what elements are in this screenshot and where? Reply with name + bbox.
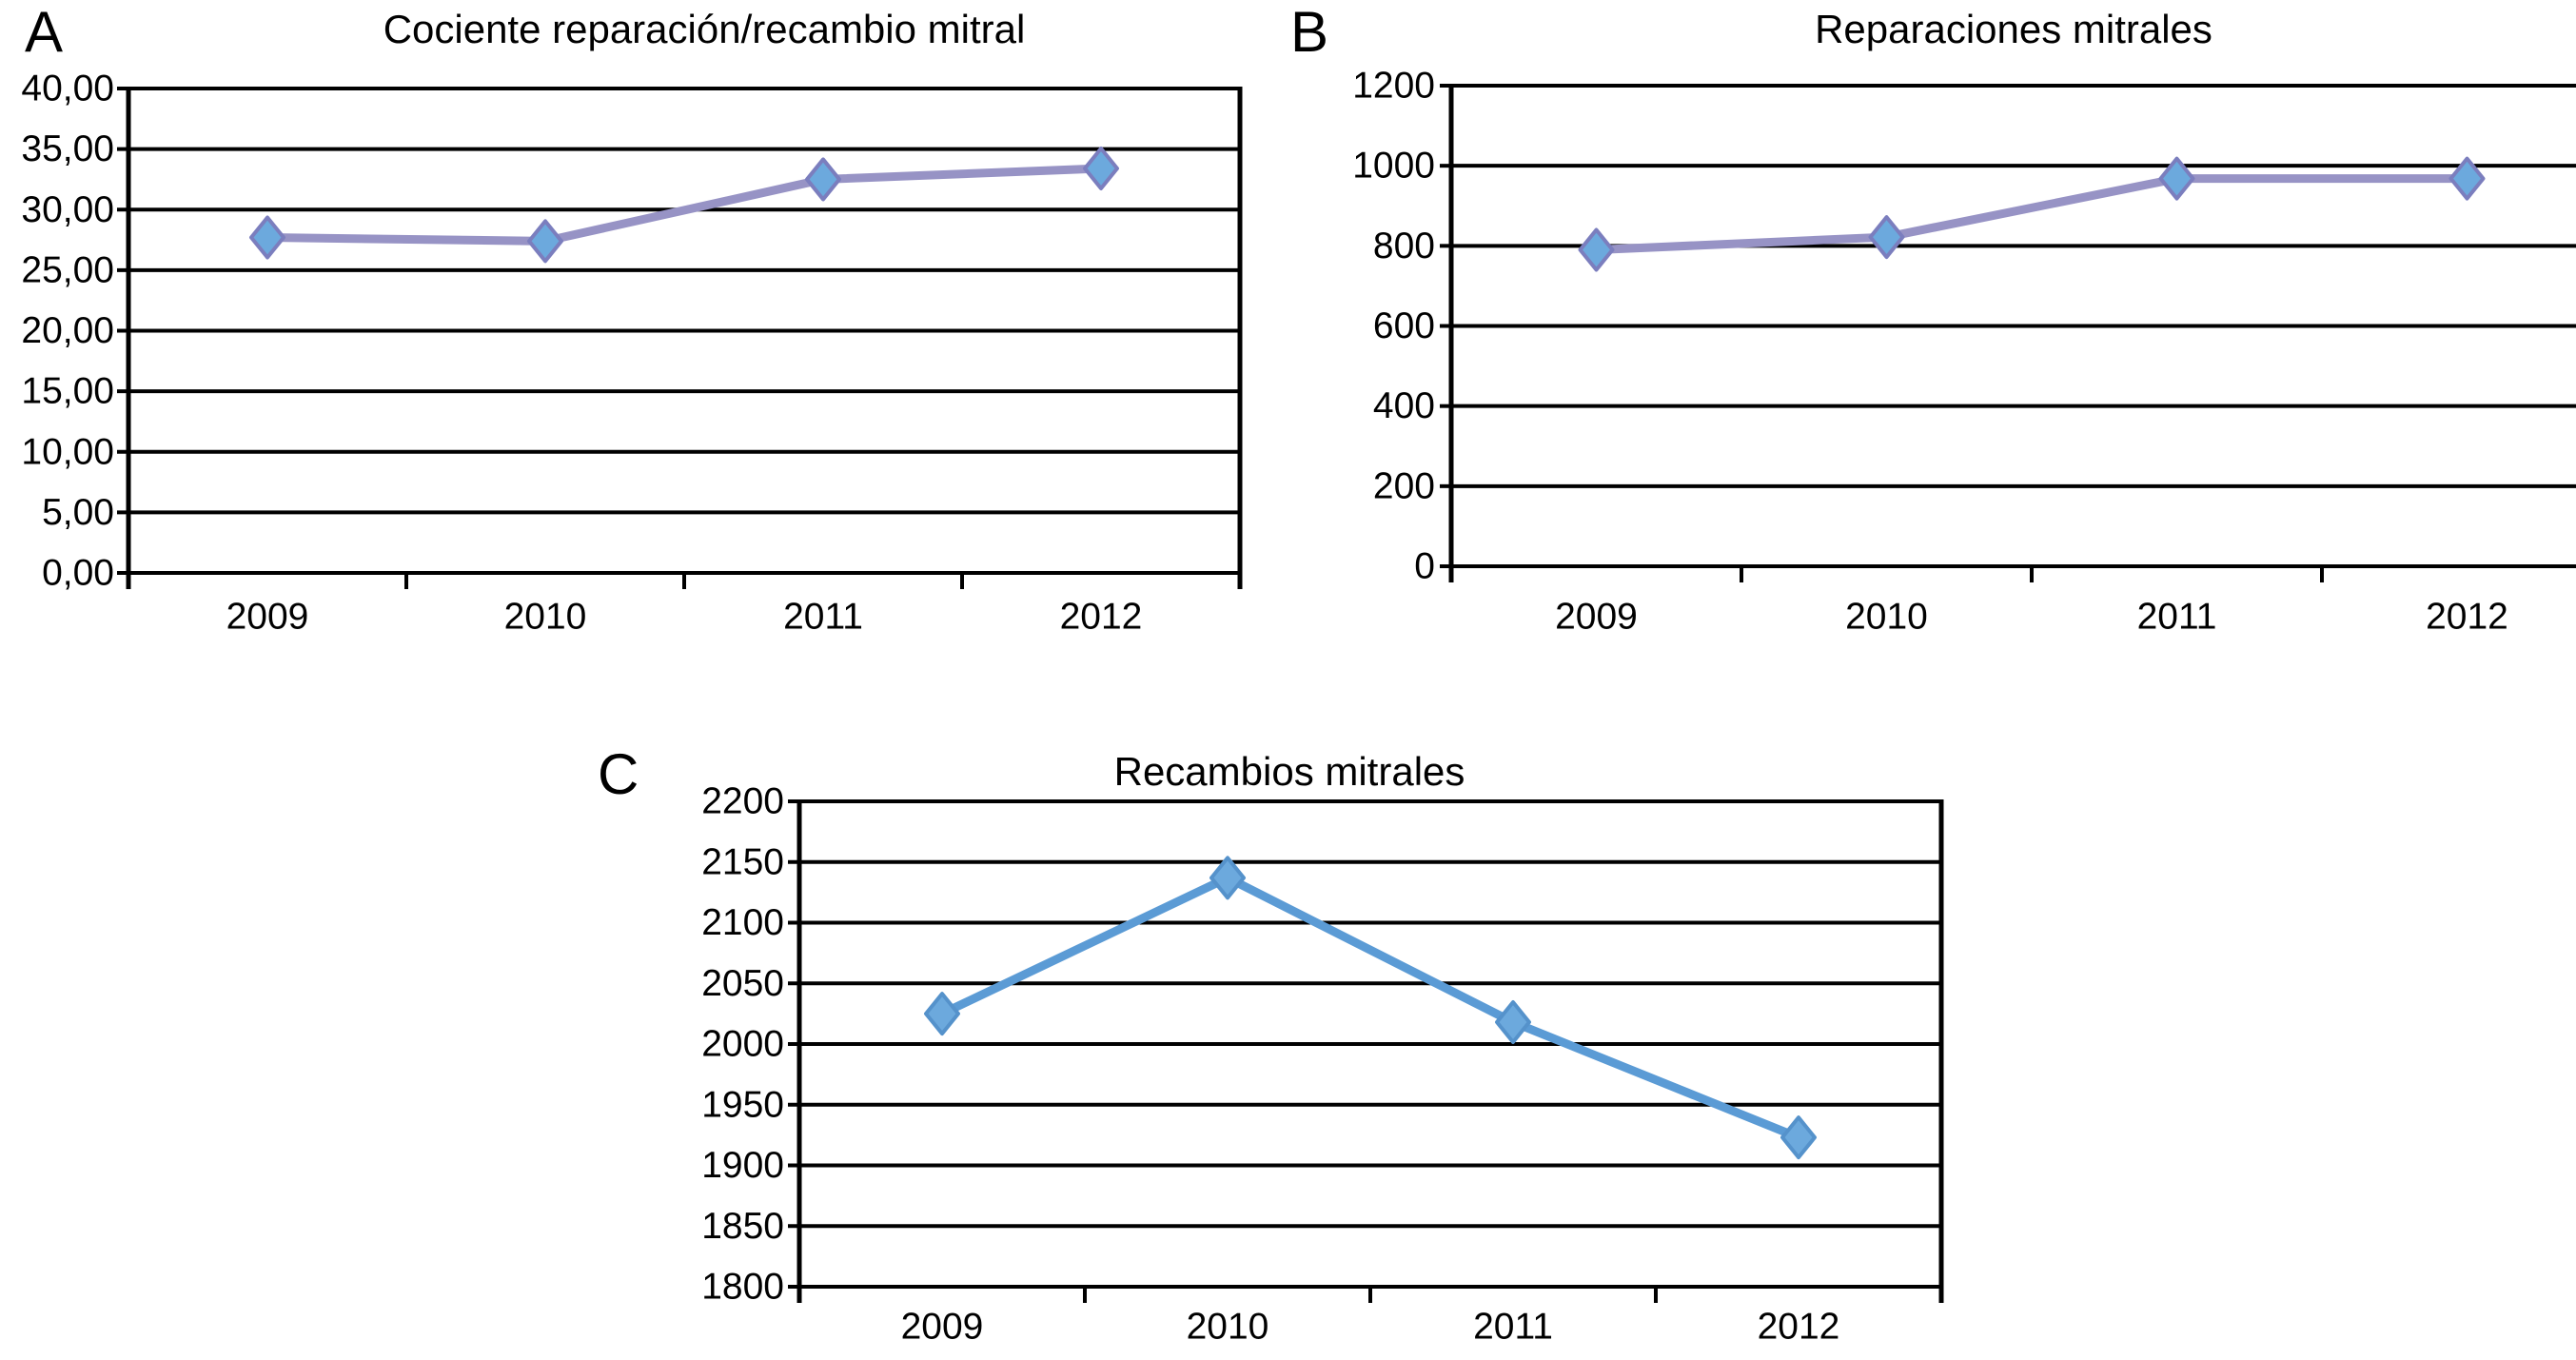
panel-letter-c: C — [598, 742, 639, 806]
panel-letter-a: A — [25, 0, 64, 64]
data-point-marker — [1083, 146, 1119, 190]
y-tick-label: 2200 — [701, 781, 784, 822]
data-point-marker — [249, 215, 285, 260]
y-tick-label: 0 — [1414, 546, 1435, 587]
y-tick-label: 15,00 — [21, 371, 114, 412]
y-tick-label: 2000 — [701, 1024, 784, 1065]
y-tick-label: 1200 — [1352, 66, 1435, 107]
y-tick-label: 800 — [1373, 226, 1435, 266]
data-point-marker — [2448, 156, 2486, 201]
data-point-marker — [1209, 856, 1246, 900]
x-tick-label: 2009 — [226, 597, 309, 638]
x-tick-label: 2011 — [783, 597, 863, 638]
chart-title-b: Reparaciones mitrales — [1815, 7, 2212, 51]
y-tick-label: 400 — [1373, 385, 1435, 426]
x-tick-label: 2010 — [1187, 1307, 1269, 1348]
data-series-line — [263, 164, 1106, 246]
y-tick-label: 200 — [1373, 465, 1435, 506]
y-tick-label: 5,00 — [42, 492, 114, 533]
y-tick-label: 1950 — [701, 1084, 784, 1125]
data-point-marker — [924, 992, 960, 1036]
x-tick-label: 2010 — [504, 597, 587, 638]
data-point-marker — [1495, 1000, 1531, 1045]
data-point-marker — [1578, 227, 1615, 272]
y-tick-label: 1900 — [701, 1145, 784, 1186]
y-tick-label: 2150 — [701, 841, 784, 882]
data-series-line — [937, 873, 1803, 1142]
x-tick-label: 2009 — [1555, 597, 1638, 638]
x-tick-label: 2011 — [1473, 1307, 1553, 1348]
chart-title-c: Recambios mitrales — [1113, 749, 1465, 794]
chart-title-a: Cociente reparación/recambio mitral — [383, 7, 1026, 51]
y-tick-label: 2050 — [701, 963, 784, 1004]
y-tick-label: 40,00 — [21, 69, 114, 109]
y-tick-label: 35,00 — [21, 128, 114, 169]
x-tick-label: 2012 — [2426, 597, 2508, 638]
y-tick-label: 20,00 — [21, 310, 114, 351]
data-point-marker — [2158, 156, 2195, 201]
x-tick-label: 2012 — [1060, 597, 1143, 638]
y-tick-label: 0,00 — [42, 553, 114, 594]
y-tick-label: 1000 — [1352, 146, 1435, 187]
data-point-marker — [805, 157, 841, 202]
y-tick-label: 25,00 — [21, 249, 114, 290]
data-point-marker — [1780, 1115, 1817, 1160]
x-tick-label: 2012 — [1758, 1307, 1840, 1348]
y-tick-label: 1850 — [701, 1206, 784, 1247]
y-tick-label: 600 — [1373, 306, 1435, 346]
data-series-line — [1592, 174, 2471, 255]
data-point-marker — [527, 219, 563, 264]
x-tick-label: 2010 — [1845, 597, 1928, 638]
y-tick-label: 10,00 — [21, 431, 114, 472]
data-point-marker — [1868, 215, 1905, 260]
x-tick-label: 2009 — [901, 1307, 984, 1348]
x-tick-label: 2011 — [2137, 597, 2217, 638]
panel-letter-b: B — [1290, 0, 1329, 64]
y-tick-label: 30,00 — [21, 189, 114, 230]
y-tick-label: 1800 — [701, 1267, 784, 1308]
y-tick-label: 2100 — [701, 902, 784, 943]
